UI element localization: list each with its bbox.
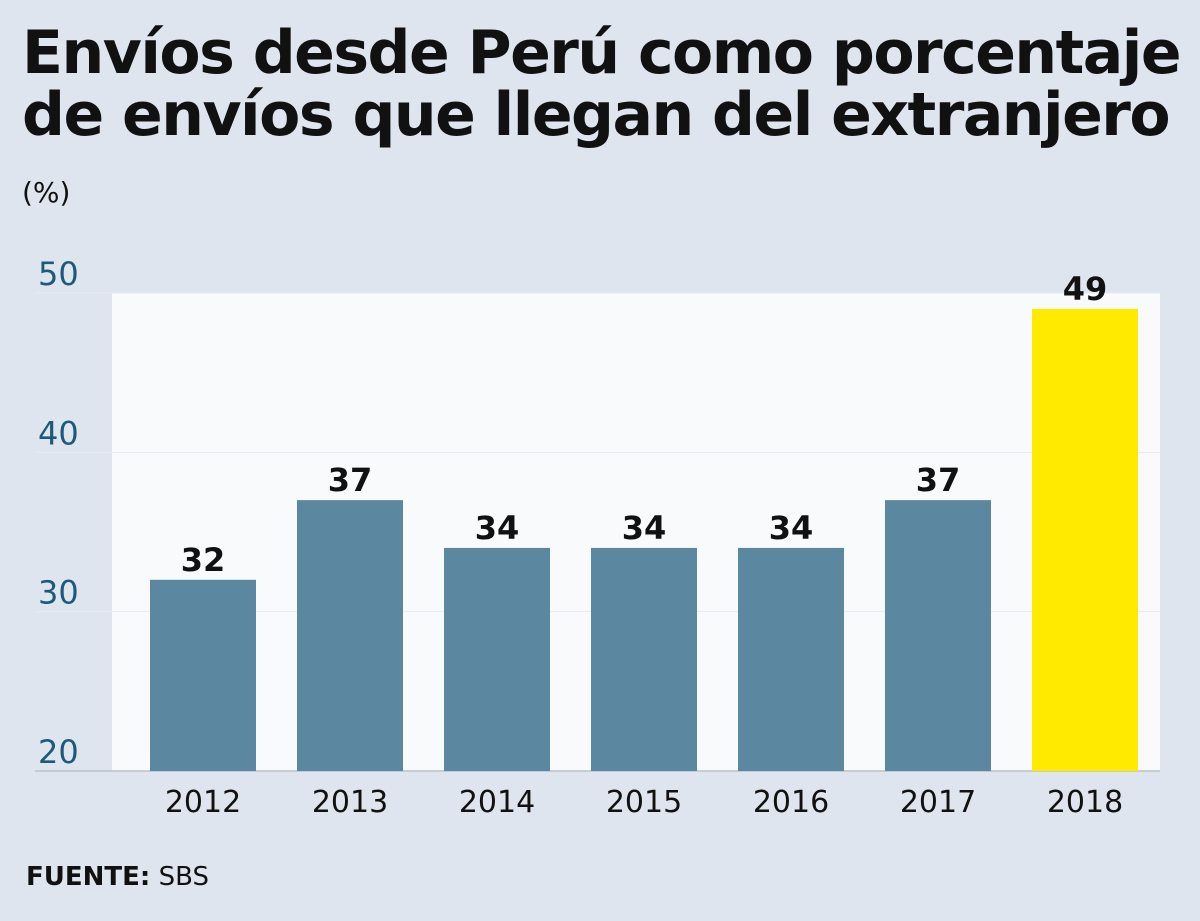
data-label: 34 (622, 509, 667, 547)
bar-2015 (591, 547, 697, 771)
bar-2017 (885, 500, 991, 771)
bar-2012 (150, 579, 256, 771)
bar-2014 (444, 547, 550, 771)
x-tick-label: 2018 (1047, 785, 1123, 820)
y-tick-label: 40 (38, 414, 79, 452)
data-label: 32 (181, 541, 226, 579)
unit-label: (%) (22, 176, 71, 209)
data-label: 37 (328, 461, 373, 499)
source-label: FUENTE: (26, 862, 151, 892)
source-note: FUENTE: SBS (26, 862, 209, 892)
source-value: SBS (158, 862, 209, 892)
y-tick-label: 20 (38, 733, 79, 771)
x-tick-label: 2017 (900, 785, 976, 820)
x-tick-label: 2016 (753, 785, 829, 820)
x-tick-label: 2014 (459, 785, 535, 820)
chart-title: Envíos desde Perú como porcentaje de env… (22, 18, 1182, 150)
bar-2013 (297, 500, 403, 771)
data-label: 37 (916, 461, 961, 499)
x-tick-label: 2015 (606, 785, 682, 820)
x-tick-label: 2013 (312, 785, 388, 820)
bar-2018 (1032, 308, 1138, 771)
y-tick-label: 30 (38, 574, 79, 612)
y-tick-label: 50 (38, 255, 79, 293)
x-tick-label: 2012 (165, 785, 241, 820)
data-label: 49 (1063, 270, 1108, 308)
data-label: 34 (769, 509, 814, 547)
data-label: 34 (475, 509, 520, 547)
bar-2016 (738, 547, 844, 771)
